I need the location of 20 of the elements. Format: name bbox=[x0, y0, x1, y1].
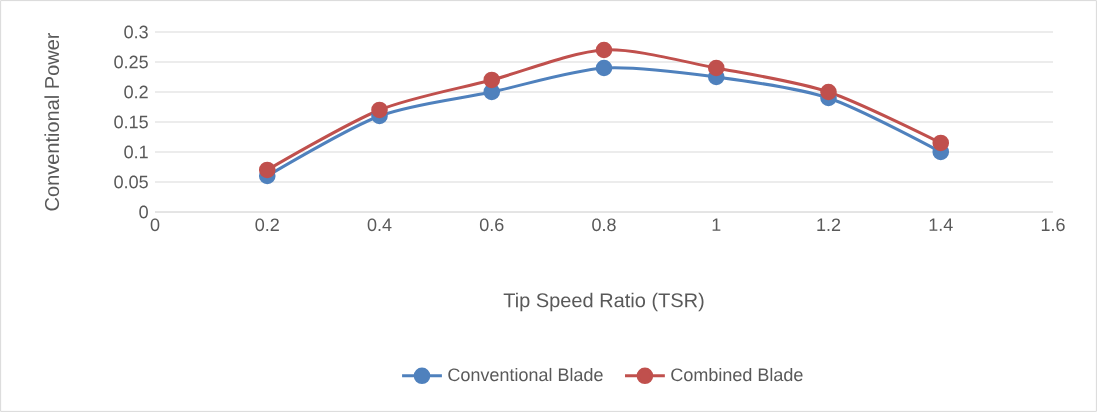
legend-label: Combined Blade bbox=[671, 367, 803, 382]
y-tick-label: 0.2 bbox=[124, 85, 148, 99]
x-tick-label: 1.2 bbox=[817, 218, 841, 231]
x-tick-label: 0.2 bbox=[255, 218, 279, 232]
y-tick-label: 0.3 bbox=[124, 25, 148, 39]
x-tick-label: 0 bbox=[150, 218, 160, 232]
y-tick-label: 0.1 bbox=[124, 145, 148, 159]
y-tick-label: 0.05 bbox=[114, 175, 148, 189]
legend-label: Conventional Blade bbox=[448, 367, 603, 382]
y-tick-label: 0 bbox=[139, 205, 148, 219]
y-axis-title: Conventional Power bbox=[44, 32, 60, 211]
x-tick-label: 0.6 bbox=[479, 218, 504, 232]
x-tick-label: 0.4 bbox=[367, 218, 392, 232]
y-tick-label: 0.25 bbox=[114, 55, 148, 69]
x-tick-label: 0.8 bbox=[592, 218, 616, 232]
x-tick-label: 1.4 bbox=[929, 218, 953, 231]
y-tick-label: 0.15 bbox=[114, 115, 148, 129]
x-tick-label: 1.6 bbox=[1041, 218, 1065, 232]
x-tick-label: 1 bbox=[712, 218, 721, 231]
x-axis-title: Tip Speed Ratio (TSR) bbox=[503, 292, 704, 312]
